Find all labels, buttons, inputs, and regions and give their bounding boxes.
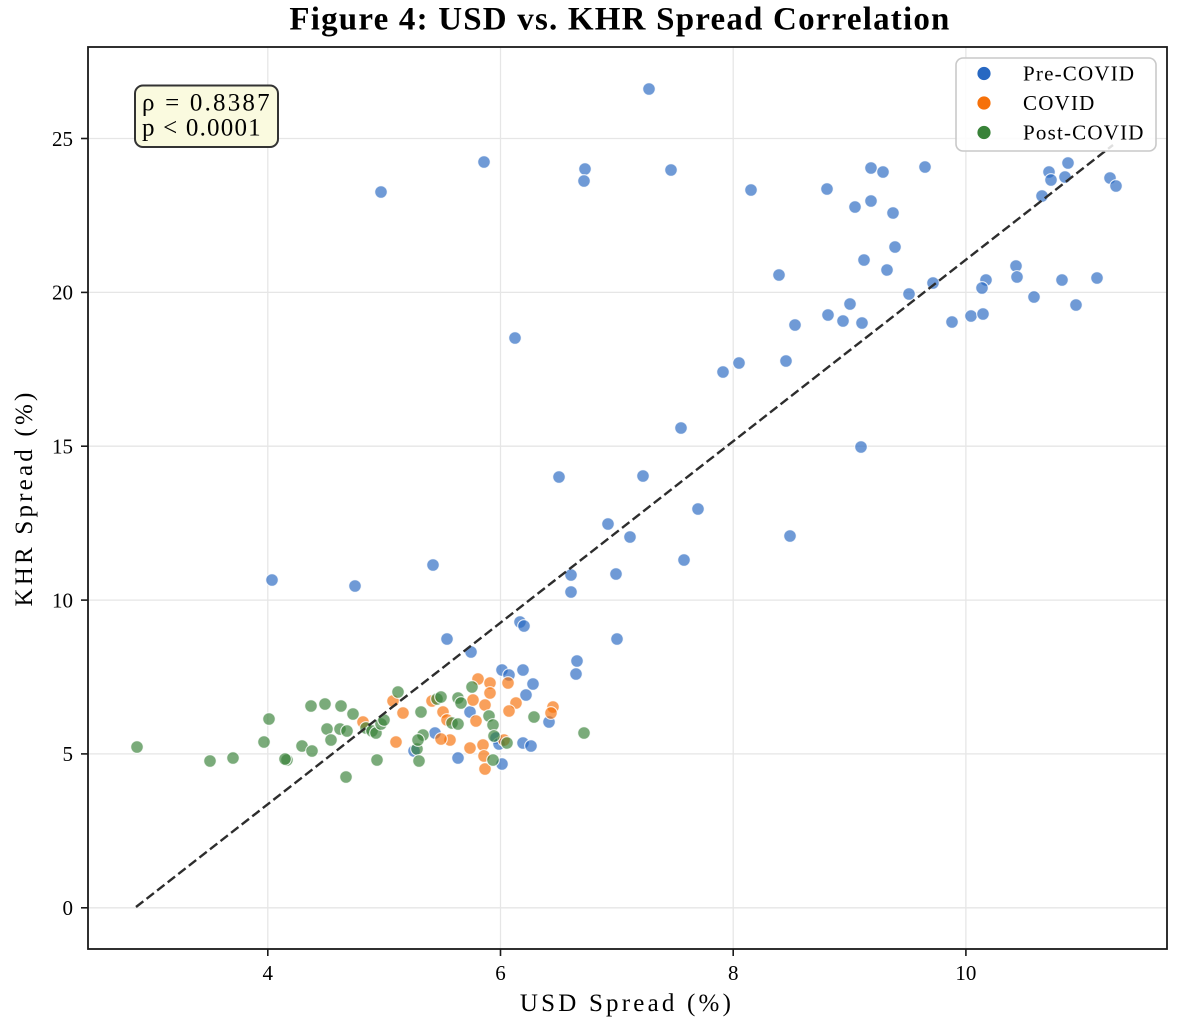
svg-text:p < 0.0001: p < 0.0001 xyxy=(142,115,262,142)
svg-text:USD Spread (%): USD Spread (%) xyxy=(520,990,734,1017)
svg-text:6: 6 xyxy=(495,961,506,985)
svg-text:5: 5 xyxy=(63,742,74,766)
svg-text:Post-COVID: Post-COVID xyxy=(1023,120,1145,144)
svg-text:20: 20 xyxy=(52,281,73,305)
svg-text:25: 25 xyxy=(52,127,73,151)
svg-text:10: 10 xyxy=(52,588,73,612)
svg-text:0: 0 xyxy=(63,896,74,920)
svg-text:Figure 4: USD vs. KHR Spread C: Figure 4: USD vs. KHR Spread Correlation xyxy=(289,2,950,38)
svg-text:15: 15 xyxy=(52,435,73,459)
svg-text:4: 4 xyxy=(263,961,274,985)
svg-text:KHR Spread (%): KHR Spread (%) xyxy=(11,390,38,607)
svg-text:8: 8 xyxy=(728,961,739,985)
svg-text:10: 10 xyxy=(955,961,976,985)
svg-text:COVID: COVID xyxy=(1023,91,1096,115)
svg-text:ρ = 0.8387: ρ = 0.8387 xyxy=(142,90,272,117)
svg-text:Pre-COVID: Pre-COVID xyxy=(1023,61,1135,85)
